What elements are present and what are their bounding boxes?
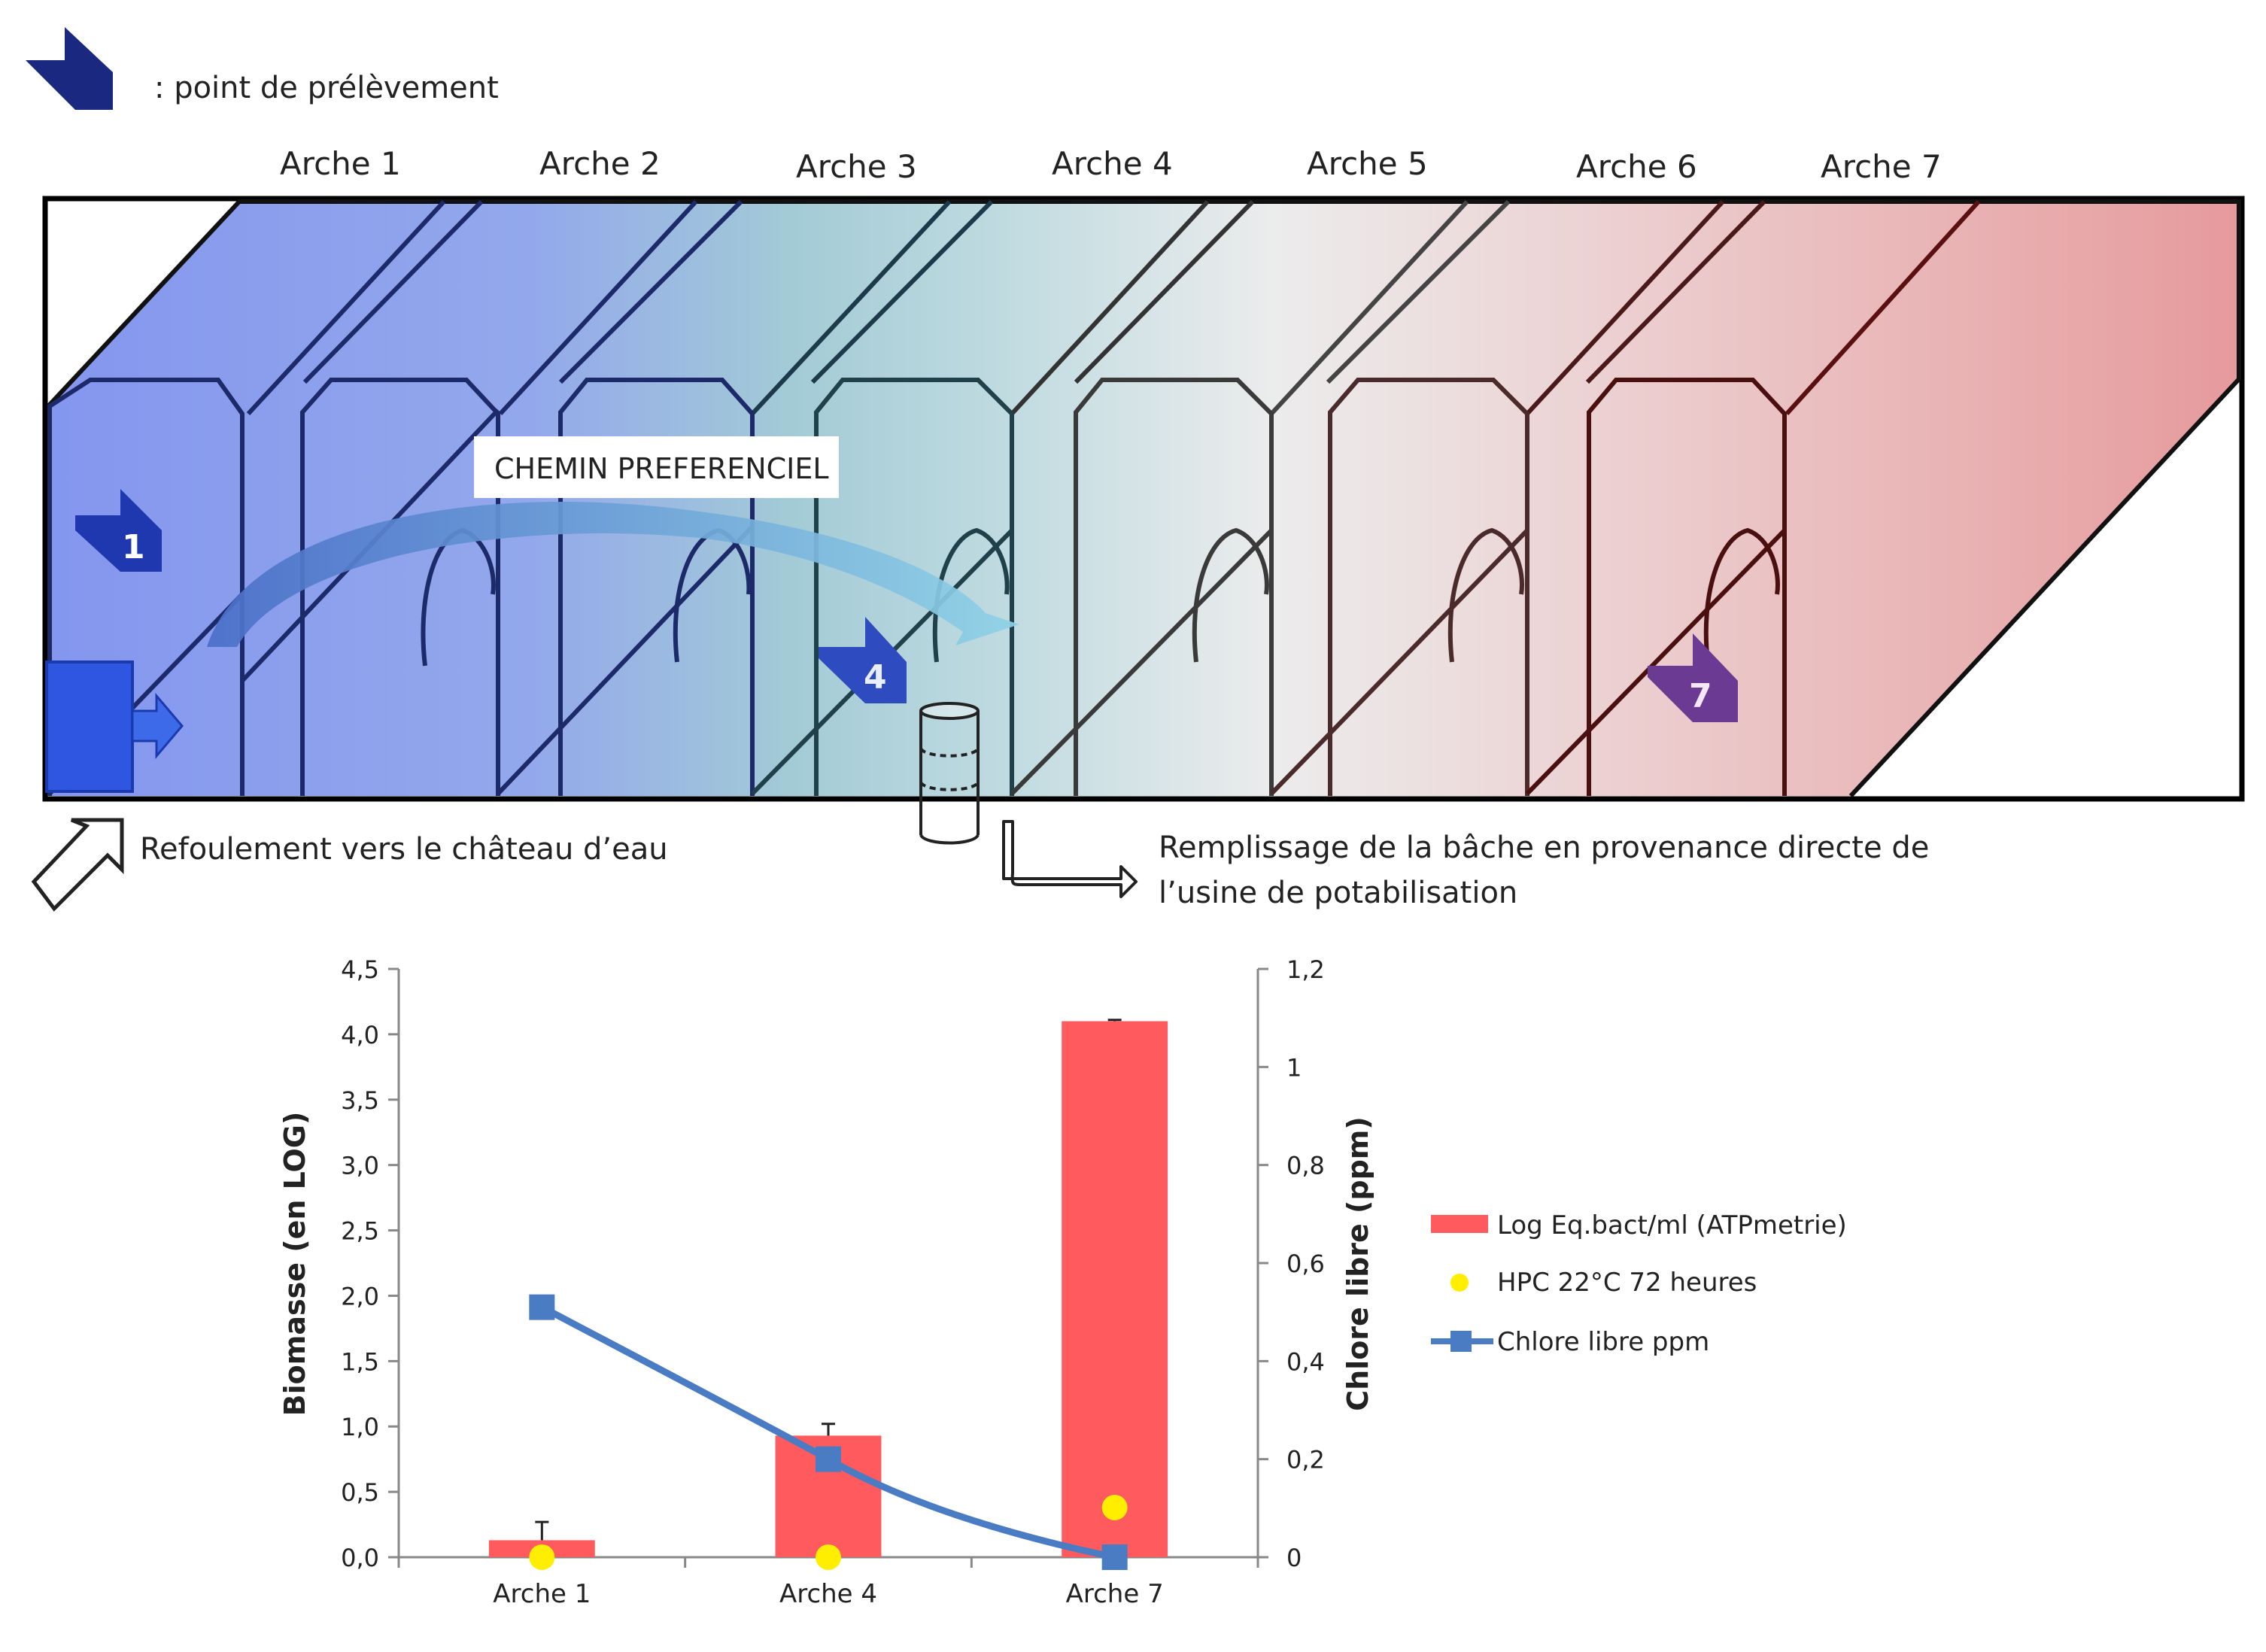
path-label: CHEMIN PREFERENCIEL <box>494 452 829 485</box>
arche-label: Arche 2 <box>539 145 661 182</box>
bars <box>488 1021 1168 1557</box>
preferential-path-arrow <box>207 501 1019 647</box>
y-ticks: 0,0 0,5 1,0 1,5 2,0 2,5 3,0 3,5 4,0 4,5 <box>341 955 399 1572</box>
inlet-text-line1: Remplissage de la bâche en provenance di… <box>1159 831 1929 865</box>
sample-point-icon <box>26 27 113 110</box>
sample-point-legend: : point de prélèvement <box>26 27 499 110</box>
y2-tick-label: 0 <box>1286 1544 1302 1572</box>
inlet-text-line2: l’usine de potabilisation <box>1159 876 1517 910</box>
y-tick-label: 4,0 <box>341 1021 379 1049</box>
arche-label: Arche 7 <box>1821 148 1942 185</box>
y2-tick-label: 0,8 <box>1286 1152 1325 1180</box>
sample-point-number: 1 <box>122 528 145 566</box>
hpc-point <box>816 1544 841 1570</box>
y2-ticks: 0 0,2 0,4 0,6 0,8 1 1,2 <box>1258 955 1325 1572</box>
inlet-arrow-icon <box>1002 820 1138 898</box>
y-tick-label: 1,0 <box>341 1413 379 1441</box>
y-tick-label: 1,5 <box>341 1347 379 1376</box>
y2-tick-label: 0,4 <box>1286 1347 1325 1376</box>
sample-point-number: 7 <box>1689 677 1712 715</box>
hpc-point <box>1101 1494 1128 1520</box>
y-tick-label: 0,0 <box>341 1544 379 1572</box>
y2-axis-label: Chlore libre (ppm) <box>1341 1116 1374 1411</box>
reservoir-diagram: CHEMIN PREFERENCIEL 1 4 7 <box>42 196 2245 845</box>
inlet-cylinder-icon <box>919 702 980 845</box>
sample-point-legend-text: : point de prélèvement <box>154 71 499 105</box>
x-tick-label: Arche 4 <box>779 1579 877 1609</box>
legend-bar-swatch <box>1431 1215 1488 1233</box>
y2-tick-label: 1 <box>1286 1053 1302 1082</box>
reservoir-body <box>48 202 2239 796</box>
y2-tick-label: 0,6 <box>1286 1250 1325 1278</box>
legend-line-marker <box>1450 1331 1472 1352</box>
y-axis-label: Biomasse (en LOG) <box>278 1112 311 1417</box>
sample-point-number: 4 <box>864 658 887 697</box>
chart-legend: Log Eq.bact/ml (ATPmetrie) HPC 22°C 72 h… <box>1431 1210 1847 1357</box>
roof-lines <box>246 199 1981 416</box>
y2-tick-label: 0,2 <box>1286 1446 1325 1474</box>
outlet-arrow-icon <box>31 818 124 912</box>
hpc-point <box>529 1544 555 1570</box>
biomass-chart: 0,0 0,5 1,0 1,5 2,0 2,5 3,0 3,5 4,0 4,5 0 0,2 0,4 0,… <box>278 955 1847 1609</box>
error-bars <box>535 1019 1122 1541</box>
hpc-series <box>529 1494 1128 1570</box>
arche-label: Arche 1 <box>280 145 401 182</box>
sample-point-4-icon: 4 <box>819 617 907 703</box>
x-tick-label: Arche 7 <box>1066 1579 1164 1609</box>
outlet-pipe-icon <box>45 660 184 793</box>
sample-point-1-icon: 1 <box>75 489 162 572</box>
bar <box>1062 1021 1168 1557</box>
arche-label: Arche 3 <box>796 148 917 185</box>
path-label-box <box>474 436 839 498</box>
chlorine-point <box>816 1446 841 1472</box>
arche-label: Arche 4 <box>1052 145 1173 182</box>
x-ticks: Arche 1 Arche 4 Arche 7 <box>397 1557 1259 1609</box>
x-tick-label: Arche 1 <box>493 1579 591 1609</box>
chlorine-point <box>529 1294 555 1320</box>
y-tick-label: 3,0 <box>341 1152 379 1180</box>
legend-hpc-label: HPC 22°C 72 heures <box>1497 1268 1757 1298</box>
arche-labels: Arche 1 Arche 2 Arche 3 Arche 4 Arche 5 … <box>280 145 1942 185</box>
chlorine-series <box>529 1294 1128 1570</box>
y-tick-label: 4,5 <box>341 955 379 984</box>
chlorine-point <box>1101 1544 1128 1570</box>
y-tick-label: 2,0 <box>341 1282 379 1310</box>
y-tick-label: 2,5 <box>341 1217 379 1246</box>
arche-label: Arche 6 <box>1576 148 1697 185</box>
y-tick-label: 0,5 <box>341 1478 379 1507</box>
sample-point-7-icon: 7 <box>1648 633 1738 722</box>
legend-bar-label: Log Eq.bact/ml (ATPmetrie) <box>1497 1210 1847 1241</box>
legend-line-label: Chlore libre ppm <box>1497 1327 1709 1357</box>
y2-tick-label: 1,2 <box>1286 955 1325 984</box>
legend-hpc-swatch <box>1450 1274 1469 1292</box>
outlet-text: Refoulement vers le château d’eau <box>140 832 668 867</box>
arche-label: Arche 5 <box>1307 145 1428 182</box>
y-tick-label: 3,5 <box>341 1086 379 1115</box>
